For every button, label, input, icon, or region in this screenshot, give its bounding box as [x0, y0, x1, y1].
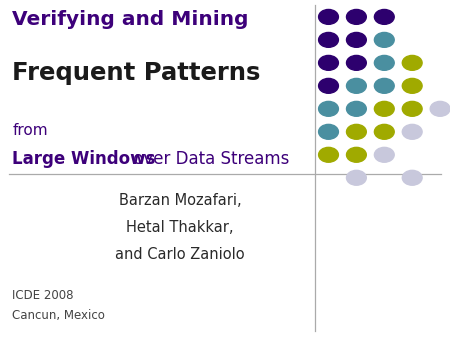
Circle shape	[374, 55, 394, 70]
Text: from: from	[12, 123, 48, 138]
Text: ICDE 2008: ICDE 2008	[12, 289, 74, 302]
Circle shape	[402, 124, 422, 139]
Circle shape	[374, 124, 394, 139]
Circle shape	[402, 170, 422, 185]
Circle shape	[374, 101, 394, 116]
Circle shape	[374, 9, 394, 24]
Circle shape	[319, 9, 338, 24]
Text: Verifying and Mining: Verifying and Mining	[12, 10, 249, 29]
Text: Cancun, Mexico: Cancun, Mexico	[12, 309, 105, 322]
Circle shape	[346, 9, 366, 24]
Circle shape	[374, 147, 394, 162]
Circle shape	[346, 101, 366, 116]
Text: Barzan Mozafari,
Hetal Thakkar,
and Carlo Zaniolo: Barzan Mozafari, Hetal Thakkar, and Carl…	[115, 193, 245, 262]
Circle shape	[319, 124, 338, 139]
Text: Large Windows: Large Windows	[12, 150, 156, 168]
Circle shape	[346, 55, 366, 70]
Circle shape	[319, 78, 338, 93]
Circle shape	[319, 147, 338, 162]
Circle shape	[374, 32, 394, 47]
Circle shape	[402, 78, 422, 93]
Circle shape	[346, 170, 366, 185]
Text: Frequent Patterns: Frequent Patterns	[12, 61, 261, 85]
Circle shape	[346, 78, 366, 93]
Circle shape	[402, 101, 422, 116]
Circle shape	[346, 32, 366, 47]
Circle shape	[346, 124, 366, 139]
Circle shape	[374, 78, 394, 93]
Circle shape	[319, 32, 338, 47]
Circle shape	[402, 55, 422, 70]
Circle shape	[346, 147, 366, 162]
Text: over Data Streams: over Data Streams	[128, 150, 290, 168]
Circle shape	[319, 101, 338, 116]
Circle shape	[319, 55, 338, 70]
Circle shape	[430, 101, 450, 116]
